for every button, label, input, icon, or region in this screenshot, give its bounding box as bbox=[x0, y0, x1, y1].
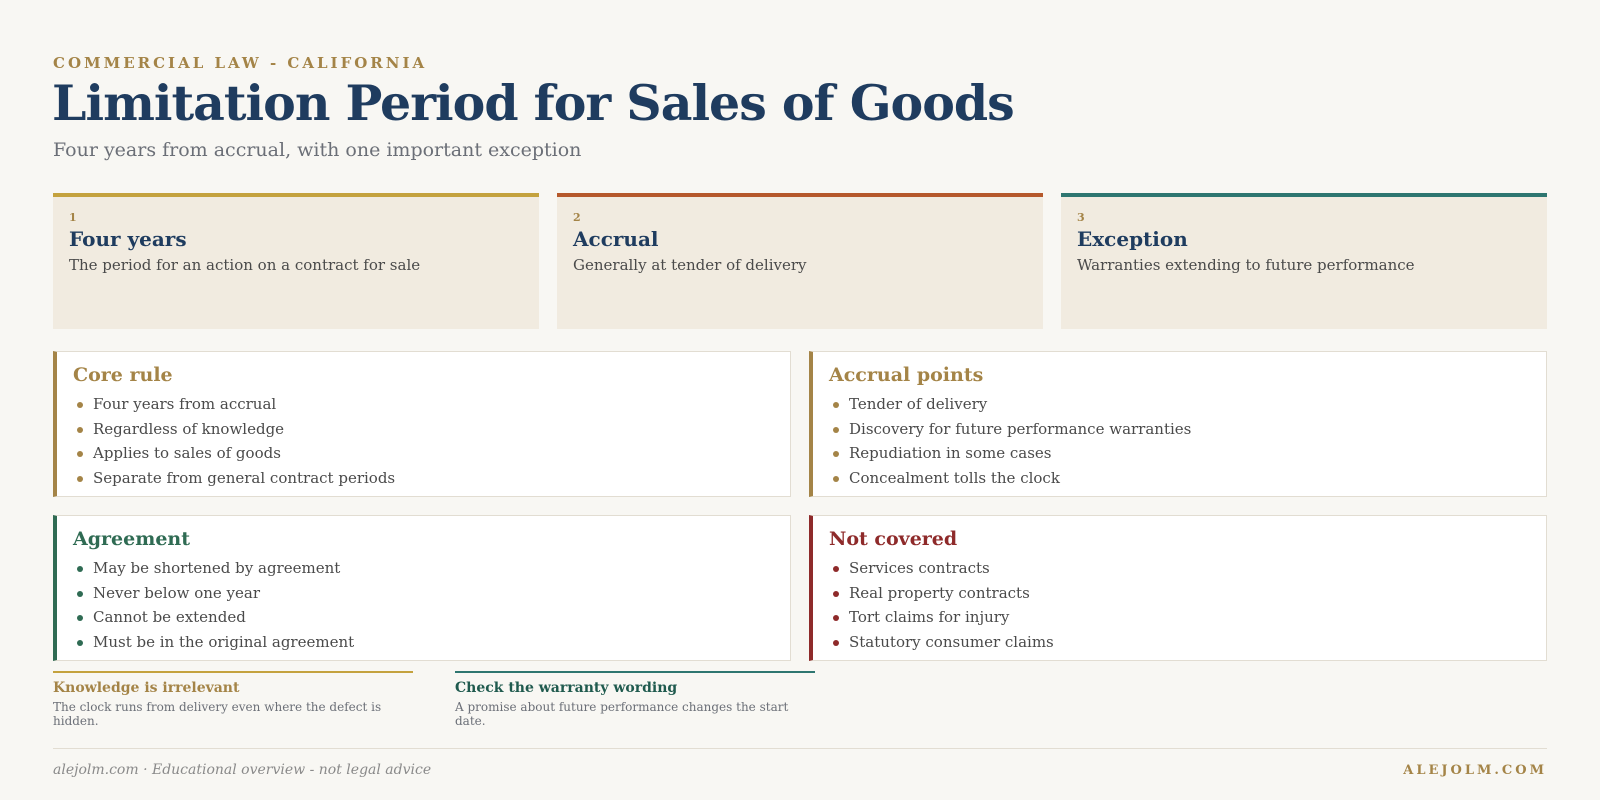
list-item: Statutory consumer claims bbox=[829, 630, 1530, 655]
panel-accrual-points: Accrual points Tender of delivery Discov… bbox=[809, 351, 1547, 497]
panel-core-rule: Core rule Four years from accrual Regard… bbox=[53, 351, 791, 497]
footer-divider bbox=[53, 748, 1547, 749]
bullet-list: Four years from accrual Regardless of kn… bbox=[73, 392, 774, 490]
list-item: Concealment tolls the clock bbox=[829, 466, 1530, 491]
note-title: Check the warranty wording bbox=[455, 680, 678, 696]
footer-disclaimer: alejolm.com · Educational overview - not… bbox=[53, 762, 432, 778]
footer-brand: ALEJOLM.COM bbox=[1403, 763, 1547, 778]
step-description: Generally at tender of delivery bbox=[573, 256, 807, 274]
step-title: Four years bbox=[69, 227, 187, 251]
eyebrow-label: COMMERCIAL LAW - CALIFORNIA bbox=[53, 54, 428, 72]
panel-title: Core rule bbox=[73, 364, 173, 386]
list-item: Applies to sales of goods bbox=[73, 441, 774, 466]
list-item: Separate from general contract periods bbox=[73, 466, 774, 491]
step-card-four-years: 1 Four years The period for an action on… bbox=[53, 193, 539, 329]
bullet-list: May be shortened by agreement Never belo… bbox=[73, 556, 774, 654]
step-card-accrual: 2 Accrual Generally at tender of deliver… bbox=[557, 193, 1043, 329]
bullet-list: Tender of delivery Discovery for future … bbox=[829, 392, 1530, 490]
panel-not-covered: Not covered Services contracts Real prop… bbox=[809, 515, 1547, 661]
step-number: 2 bbox=[573, 211, 581, 224]
list-item: Real property contracts bbox=[829, 581, 1530, 606]
panel-title: Accrual points bbox=[829, 364, 984, 386]
page-title: Limitation Period for Sales of Goods bbox=[52, 74, 1015, 132]
list-item: Regardless of knowledge bbox=[73, 417, 774, 442]
list-item: Cannot be extended bbox=[73, 605, 774, 630]
step-title: Exception bbox=[1077, 227, 1188, 251]
step-number: 1 bbox=[69, 211, 77, 224]
list-item: Services contracts bbox=[829, 556, 1530, 581]
panel-title: Agreement bbox=[73, 528, 190, 550]
bullet-list: Services contracts Real property contrac… bbox=[829, 556, 1530, 654]
step-description: Warranties extending to future performan… bbox=[1077, 256, 1415, 274]
list-item: May be shortened by agreement bbox=[73, 556, 774, 581]
list-item: Four years from accrual bbox=[73, 392, 774, 417]
note-title: Knowledge is irrelevant bbox=[53, 680, 240, 696]
list-item: Tender of delivery bbox=[829, 392, 1530, 417]
list-item: Discovery for future performance warrant… bbox=[829, 417, 1530, 442]
page-subtitle: Four years from accrual, with one import… bbox=[53, 139, 582, 161]
step-number: 3 bbox=[1077, 211, 1085, 224]
note-text: The clock runs from delivery even where … bbox=[53, 700, 382, 728]
note-knowledge-irrelevant: Knowledge is irrelevant The clock runs f… bbox=[53, 671, 413, 728]
list-item: Tort claims for injury bbox=[829, 605, 1530, 630]
list-item: Never below one year bbox=[73, 581, 774, 606]
panel-agreement: Agreement May be shortened by agreement … bbox=[53, 515, 791, 661]
step-card-exception: 3 Exception Warranties extending to futu… bbox=[1061, 193, 1547, 329]
panel-title: Not covered bbox=[829, 528, 958, 550]
step-title: Accrual bbox=[573, 227, 659, 251]
step-description: The period for an action on a contract f… bbox=[69, 256, 421, 274]
note-text: A promise about future performance chang… bbox=[455, 700, 789, 728]
list-item: Repudiation in some cases bbox=[829, 441, 1530, 466]
list-item: Must be in the original agreement bbox=[73, 630, 774, 655]
note-check-warranty: Check the warranty wording A promise abo… bbox=[455, 671, 815, 728]
